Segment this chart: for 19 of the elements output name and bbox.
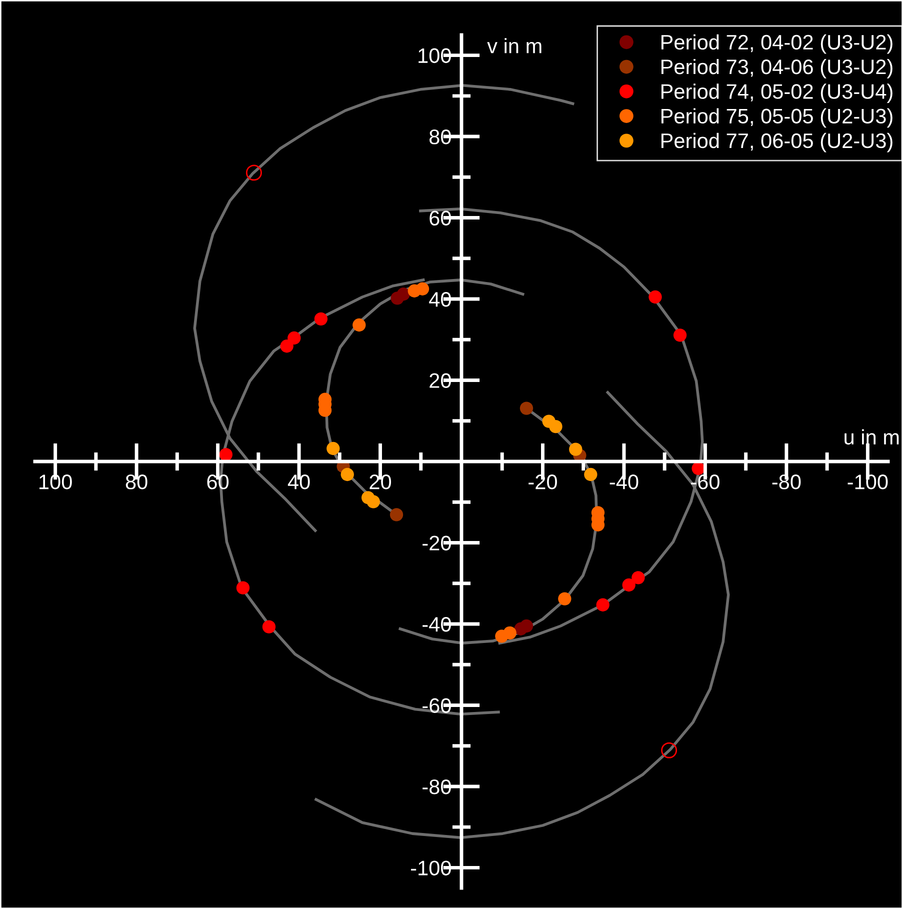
y-tick-label: -80: [422, 779, 451, 794]
legend-label: Period 73, 04-06 (U3-U2): [661, 58, 892, 78]
x-tick-label: 20: [370, 474, 392, 490]
legend-label: Period 75, 05-05 (U2-U3): [661, 108, 892, 128]
x-axis-title: u in m: [844, 429, 899, 445]
y-tick-label: 80: [430, 130, 451, 144]
y-tick-label: -100: [411, 860, 451, 876]
x-tick-label: 80: [126, 474, 148, 490]
y-axis-title: v in m: [487, 38, 542, 54]
x-tick-label: 40: [288, 474, 310, 490]
legend-label: Period 72, 04-02 (U3-U2): [661, 34, 892, 54]
x-tick-label: 60: [207, 474, 229, 490]
x-tick-label: 100: [40, 474, 72, 490]
x-tick-label: -100: [848, 474, 888, 490]
y-tick-label: -40: [422, 616, 451, 632]
y-tick-label: 100: [418, 48, 451, 64]
legend-label: Period 74, 05-02 (U3-U4): [661, 84, 892, 103]
legend-label: Period 77, 06-05 (U2-U3): [661, 132, 892, 152]
x-tick-label: -60: [691, 474, 720, 490]
